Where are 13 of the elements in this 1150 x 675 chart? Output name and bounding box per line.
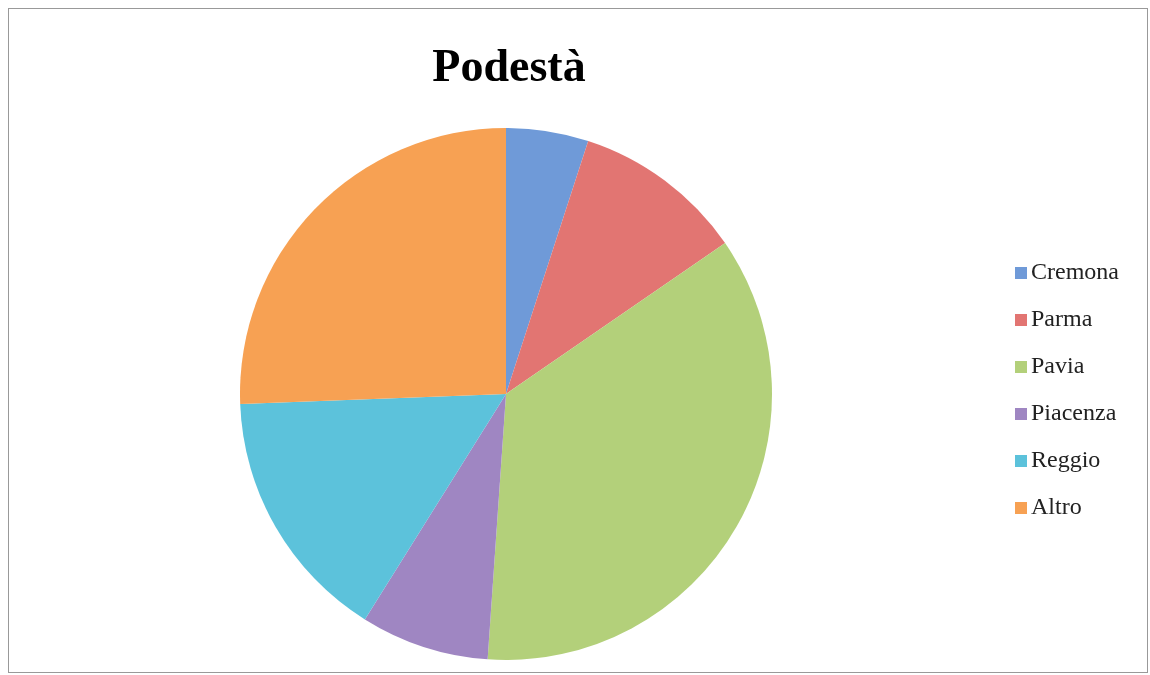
legend-label: Pavia (1031, 352, 1085, 378)
pie-slice (240, 394, 506, 620)
chart-title: Podestà (431, 39, 587, 92)
legend-label: Altro (1031, 493, 1082, 519)
legend-label: Reggio (1031, 446, 1101, 472)
pie-slice (506, 128, 589, 394)
legend-label: Piacenza (1031, 399, 1117, 425)
pie-slice (364, 394, 506, 660)
legend-label: Parma (1031, 305, 1093, 331)
pie-slice (506, 141, 726, 394)
pie-slice (240, 128, 506, 405)
pie-slice (487, 243, 772, 660)
legend-label: Cremona (1031, 258, 1119, 284)
